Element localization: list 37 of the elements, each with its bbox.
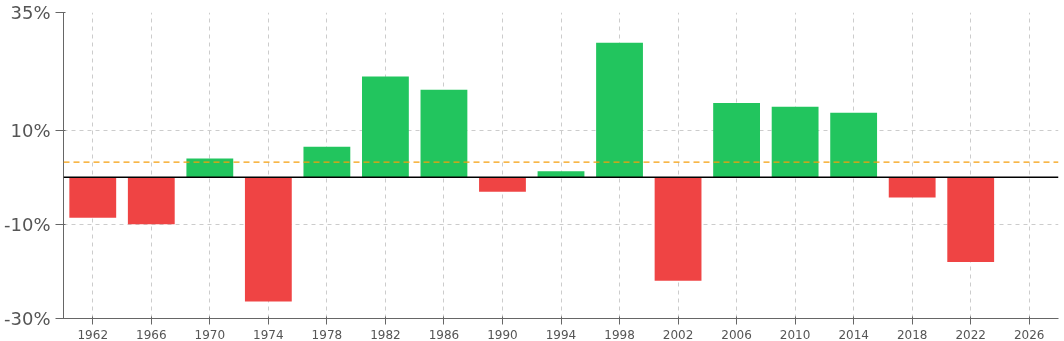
bar (713, 102, 760, 178)
bar (127, 177, 175, 225)
x-tick-label: 2010 (779, 327, 811, 341)
bar (888, 177, 936, 198)
bar (303, 146, 351, 178)
bar (479, 177, 526, 192)
x-tick-label: 1962 (77, 327, 109, 341)
x-tick-label: 1990 (487, 327, 518, 341)
y-tick-label: 10% (10, 119, 51, 141)
x-tick-label: 1994 (545, 327, 577, 341)
y-tick-label: -10% (4, 213, 51, 235)
bar (362, 76, 409, 178)
bar (654, 177, 702, 281)
x-tick-label: 2026 (1013, 327, 1045, 341)
x-tick-label: 1998 (604, 327, 635, 341)
bar (186, 158, 234, 178)
x-tick-label: 1974 (253, 327, 284, 341)
bar (771, 106, 819, 178)
bar (244, 177, 292, 302)
x-tick-label: 2002 (662, 327, 694, 341)
bar (830, 112, 878, 178)
bar (420, 89, 468, 178)
x-tick-label: 2014 (838, 327, 869, 341)
x-tick-label: 1982 (370, 327, 401, 341)
y-tick-label: -30% (4, 308, 51, 329)
bar (537, 171, 585, 178)
x-tick-label: 2022 (955, 327, 986, 341)
bar (947, 177, 995, 263)
bar (69, 177, 117, 218)
x-tick-label: 1986 (428, 327, 460, 341)
x-tick-label: 2018 (896, 327, 928, 341)
x-tick-label: 2006 (721, 327, 752, 341)
x-tick-label: 1966 (136, 327, 167, 341)
bar (596, 42, 643, 178)
x-tick-label: 1970 (194, 327, 226, 341)
y-tick-label: 35% (10, 2, 51, 23)
x-tick-label: 1978 (311, 327, 343, 341)
